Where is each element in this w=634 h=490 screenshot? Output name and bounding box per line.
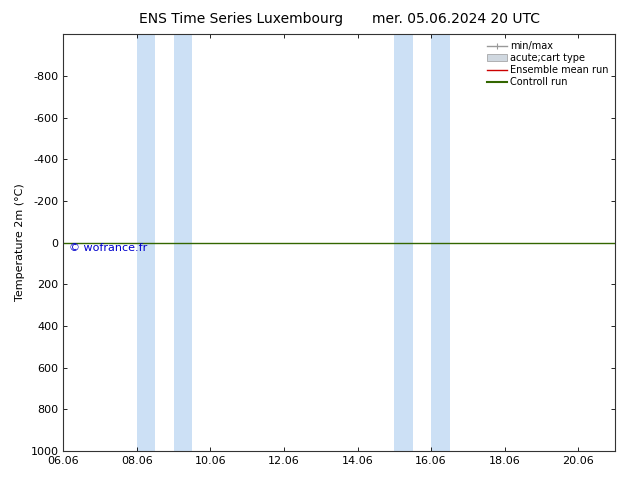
Bar <box>174 34 192 451</box>
Legend: min/max, acute;cart type, Ensemble mean run, Controll run: min/max, acute;cart type, Ensemble mean … <box>486 39 610 89</box>
Text: © wofrance.fr: © wofrance.fr <box>69 244 147 253</box>
Y-axis label: Temperature 2m (°C): Temperature 2m (°C) <box>15 184 25 301</box>
Bar <box>394 34 413 451</box>
Text: ENS Time Series Luxembourg: ENS Time Series Luxembourg <box>139 12 343 26</box>
Bar <box>431 34 450 451</box>
Bar <box>137 34 155 451</box>
Text: mer. 05.06.2024 20 UTC: mer. 05.06.2024 20 UTC <box>373 12 540 26</box>
